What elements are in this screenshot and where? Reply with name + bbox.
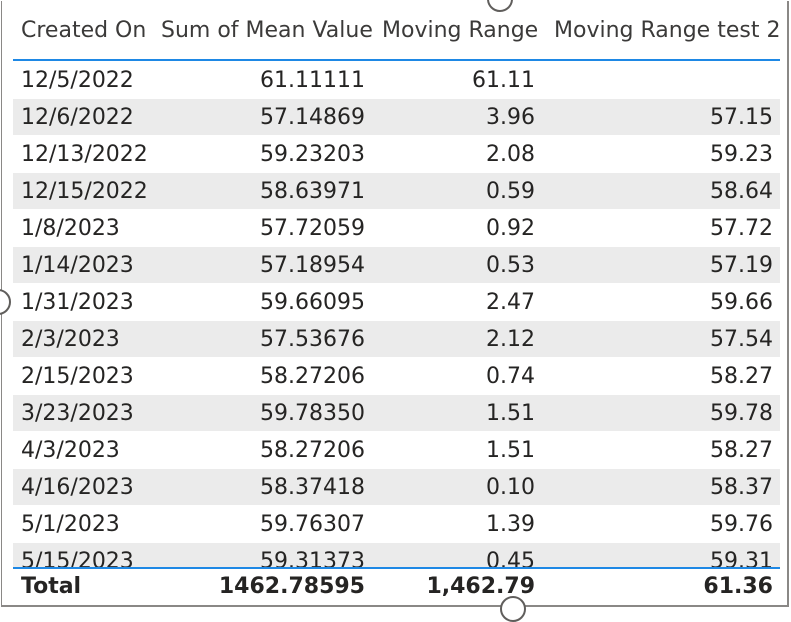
- cell-sum-of-mean-value: 57.72059: [260, 216, 365, 241]
- cell-sum-of-mean-value: 59.66095: [260, 290, 365, 315]
- cell-created-on: 1/8/2023: [21, 216, 120, 241]
- cell-sum-of-mean-value: 57.18954: [260, 253, 365, 278]
- cell-moving-range-test-2: 59.78: [710, 401, 773, 426]
- cell-created-on: 4/3/2023: [21, 438, 120, 463]
- column-header-created-on[interactable]: Created On: [21, 17, 147, 43]
- cell-sum-of-mean-value: 61.11111: [260, 68, 365, 93]
- resize-handle-bottom[interactable]: [500, 596, 526, 622]
- cell-moving-range: 1.51: [486, 438, 535, 463]
- cell-moving-range-test-2: 57.54: [710, 327, 773, 352]
- table-row: 12/6/2022 57.14869 3.96 57.15: [13, 98, 780, 136]
- column-header-moving-range-test-2[interactable]: Moving Range test 2: [554, 17, 781, 43]
- cell-sum-of-mean-value: 57.14869: [260, 105, 365, 130]
- cell-moving-range: 0.74: [486, 364, 535, 389]
- table-visual[interactable]: Created On Sum of Mean Value Moving Rang…: [1, 1, 789, 607]
- cell-sum-of-mean-value: 58.63971: [260, 179, 365, 204]
- cell-moving-range: 61.11: [472, 68, 535, 93]
- cell-created-on: 12/13/2022: [21, 142, 148, 167]
- table-row: 1/8/2023 57.72059 0.92 57.72: [13, 209, 780, 247]
- cell-sum-of-mean-value: 58.37418: [260, 475, 365, 500]
- table-row: 12/5/2022 61.11111 61.11: [13, 61, 780, 99]
- cell-moving-range: 2.47: [486, 290, 535, 315]
- cell-created-on: 12/6/2022: [21, 105, 134, 130]
- cell-sum-of-mean-value: 59.78350: [260, 401, 365, 426]
- totals-label: Total: [21, 574, 82, 599]
- cell-sum-of-mean-value: 58.27206: [260, 438, 365, 463]
- cell-moving-range: 0.59: [486, 179, 535, 204]
- cell-moving-range: 1.39: [486, 512, 535, 537]
- cell-moving-range-test-2: 59.76: [710, 512, 773, 537]
- cell-sum-of-mean-value: 59.76307: [260, 512, 365, 537]
- table-row: 3/23/2023 59.78350 1.51 59.78: [13, 394, 780, 432]
- column-header-moving-range[interactable]: Moving Range: [382, 17, 539, 43]
- cell-moving-range-test-2: [553, 62, 773, 99]
- cell-created-on: 1/31/2023: [21, 290, 134, 315]
- totals-row: Total 1462.78595 1,462.79 61.36: [13, 567, 780, 605]
- cell-created-on: 12/15/2022: [21, 179, 148, 204]
- cell-created-on: 5/1/2023: [21, 512, 120, 537]
- table-row: 12/13/2022 59.23203 2.08 59.23: [13, 135, 780, 173]
- table-header: Created On Sum of Mean Value Moving Rang…: [13, 1, 780, 61]
- table-row: 12/15/2022 58.63971 0.59 58.64: [13, 172, 780, 210]
- cell-moving-range: 0.45: [486, 549, 535, 567]
- cell-moving-range: 2.08: [486, 142, 535, 167]
- cell-sum-of-mean-value: 59.23203: [260, 142, 365, 167]
- cell-moving-range: 0.92: [486, 216, 535, 241]
- cell-moving-range-test-2: 58.64: [710, 179, 773, 204]
- cell-created-on: 2/15/2023: [21, 364, 134, 389]
- table-row: 2/3/2023 57.53676 2.12 57.54: [13, 320, 780, 358]
- cell-created-on: 2/3/2023: [21, 327, 120, 352]
- table-row: 5/15/2023 59.31373 0.45 59.31: [13, 542, 780, 567]
- cell-sum-of-mean-value: 58.27206: [260, 364, 365, 389]
- cell-created-on: 4/16/2023: [21, 475, 134, 500]
- total-moving-range-test-2: 61.36: [703, 574, 773, 599]
- total-moving-range: 1,462.79: [426, 574, 535, 599]
- cell-moving-range-test-2: 59.66: [710, 290, 773, 315]
- cell-moving-range: 3.96: [486, 105, 535, 130]
- cell-moving-range: 2.12: [486, 327, 535, 352]
- table-body[interactable]: 12/5/2022 61.11111 61.11 12/6/2022 57.14…: [13, 61, 780, 567]
- cell-moving-range-test-2: 59.23: [710, 142, 773, 167]
- table-row: 2/15/2023 58.27206 0.74 58.27: [13, 357, 780, 395]
- cell-sum-of-mean-value: 59.31373: [260, 549, 365, 567]
- table-row: 5/1/2023 59.76307 1.39 59.76: [13, 505, 780, 543]
- table-row: 1/31/2023 59.66095 2.47 59.66: [13, 283, 780, 321]
- cell-moving-range-test-2: 57.19: [710, 253, 773, 278]
- cell-moving-range-test-2: 57.72: [710, 216, 773, 241]
- cell-created-on: 1/14/2023: [21, 253, 134, 278]
- cell-created-on: 12/5/2022: [21, 68, 134, 93]
- cell-moving-range: 0.10: [486, 475, 535, 500]
- cell-created-on: 3/23/2023: [21, 401, 134, 426]
- cell-moving-range-test-2: 58.27: [710, 438, 773, 463]
- total-sum-of-mean-value: 1462.78595: [218, 574, 365, 599]
- cell-moving-range: 1.51: [486, 401, 535, 426]
- table-row: 4/3/2023 58.27206 1.51 58.27: [13, 431, 780, 469]
- cell-moving-range: 0.53: [486, 253, 535, 278]
- cell-moving-range-test-2: 58.27: [710, 364, 773, 389]
- cell-moving-range-test-2: 59.31: [710, 549, 773, 567]
- column-header-sum-of-mean-value[interactable]: Sum of Mean Value: [161, 17, 373, 43]
- table-row: 1/14/2023 57.18954 0.53 57.19: [13, 246, 780, 284]
- cell-created-on: 5/15/2023: [21, 549, 134, 567]
- cell-sum-of-mean-value: 57.53676: [260, 327, 365, 352]
- table-row: 4/16/2023 58.37418 0.10 58.37: [13, 468, 780, 506]
- cell-moving-range-test-2: 57.15: [710, 105, 773, 130]
- cell-moving-range-test-2: 58.37: [710, 475, 773, 500]
